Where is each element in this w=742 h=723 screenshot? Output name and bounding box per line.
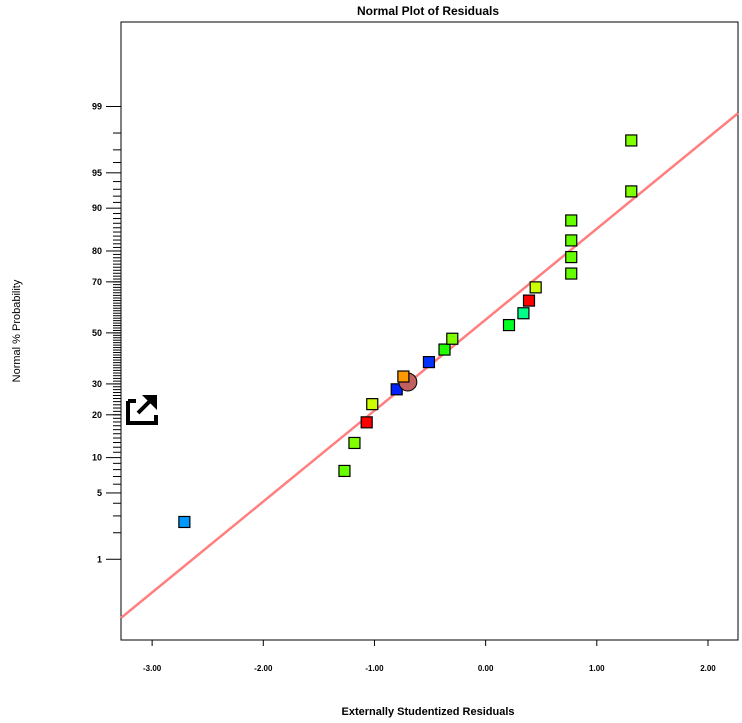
data-point [502, 318, 516, 332]
x-axis: -3.00 -2.00 -1.00 0.00 1.00 2.00 [143, 640, 716, 673]
x-tick-label: 0.00 [478, 664, 494, 673]
data-points [178, 134, 638, 529]
x-tick-label: -1.00 [365, 664, 384, 673]
data-point [517, 307, 530, 320]
y-tick-label: 20 [92, 410, 102, 420]
x-axis-label: Externally Studentized Residuals [342, 706, 515, 718]
data-point [565, 250, 578, 264]
x-tick-label: -2.00 [254, 664, 273, 673]
y-tick-label: 70 [92, 277, 102, 287]
external-link-icon[interactable] [126, 395, 158, 425]
data-point [338, 464, 351, 478]
data-point [565, 267, 578, 280]
y-tick-label: 50 [92, 328, 102, 338]
x-tick-label: 2.00 [700, 664, 716, 673]
data-point [178, 515, 191, 529]
y-tick-label: 90 [92, 203, 102, 213]
y-tick-label: 1 [97, 554, 102, 564]
data-point [565, 214, 578, 227]
data-point [397, 370, 410, 383]
y-tick-label: 5 [97, 488, 102, 498]
y-tick-label: 30 [92, 379, 102, 389]
data-point [625, 185, 638, 198]
data-point [348, 436, 361, 450]
chart-title: Normal Plot of Residuals [357, 4, 499, 18]
data-point [366, 398, 379, 411]
data-point [565, 234, 578, 247]
y-tick-label: 10 [92, 453, 102, 463]
data-point [438, 343, 451, 356]
x-tick-label: 1.00 [589, 664, 605, 673]
y-tick-label: 80 [92, 246, 102, 256]
data-point [529, 281, 542, 294]
data-point [422, 356, 436, 369]
y-axis: 1 5 10 20 30 50 70 80 90 95 99 [92, 101, 121, 564]
y-tick-label: 95 [92, 168, 102, 178]
y-tick-label: 99 [92, 101, 102, 111]
data-point [522, 294, 536, 307]
x-tick-label: -3.00 [143, 664, 162, 673]
data-point [360, 416, 373, 429]
data-point [446, 332, 459, 345]
plot-area [120, 21, 739, 641]
data-point [625, 134, 638, 147]
y-axis-label: Normal % Probability [11, 279, 23, 382]
